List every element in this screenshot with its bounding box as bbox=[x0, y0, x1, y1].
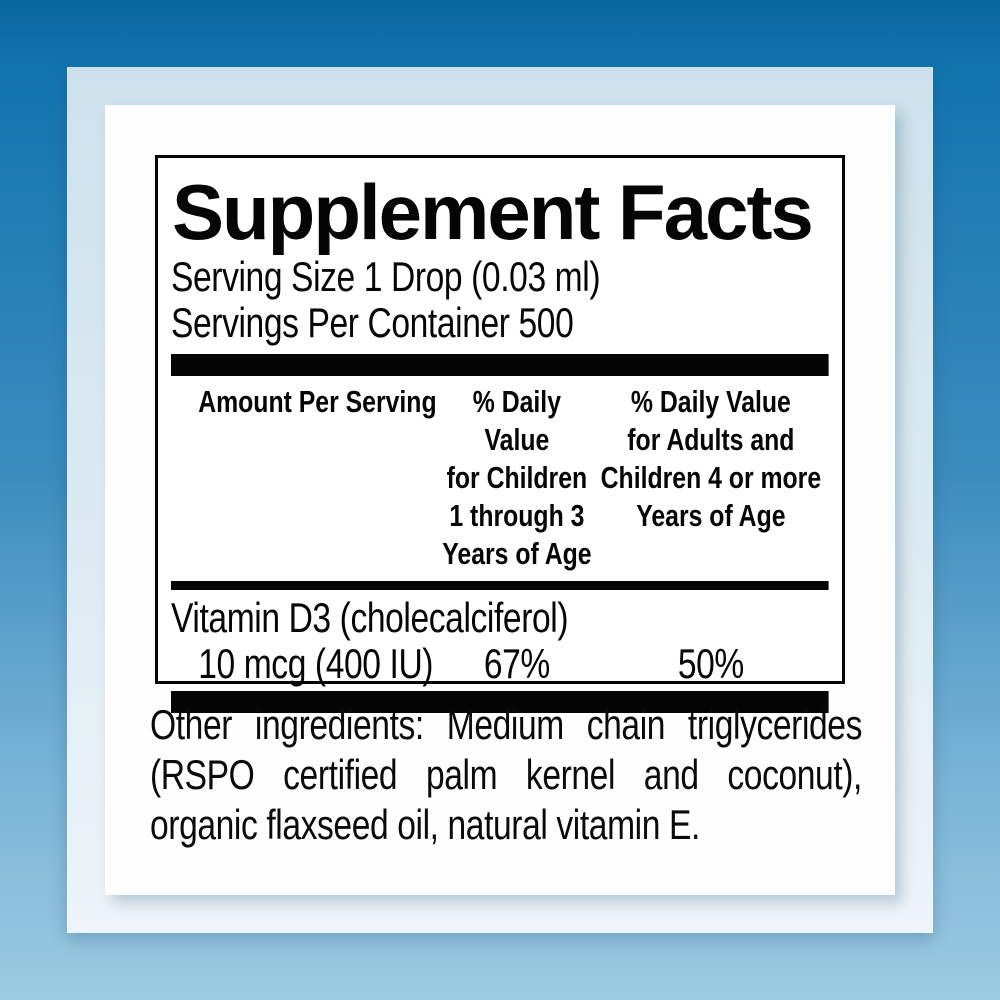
servings-per-container-text: Servings Per Container 500 bbox=[171, 299, 574, 346]
other-ingredients-paragraph: Other ingredients: Medium chain triglyce… bbox=[150, 700, 862, 850]
nutrient-adults-dv: 50% bbox=[677, 640, 744, 687]
column-header-row: Amount Per Serving % Daily Value for Chi… bbox=[171, 376, 829, 581]
nutrient-name: Vitamin D3 (cholecalciferol) bbox=[171, 594, 569, 641]
column-header-adults-dv: % Daily Value for Adults and Children 4 … bbox=[600, 384, 822, 533]
column-header-children-dv: % Daily Value for Children 1 through 3 Y… bbox=[442, 384, 592, 571]
divider-bar-top bbox=[171, 354, 829, 376]
other-ingredients-line-3: organic flaxseed oil, natural vitamin E. bbox=[150, 801, 700, 848]
other-ingredients-line-1: Other ingredients: Medium chain triglyce… bbox=[150, 701, 862, 748]
supplement-facts-title: Supplement Facts bbox=[172, 168, 814, 256]
label-panel: Supplement Facts Serving Size 1 Drop (0.… bbox=[105, 105, 895, 895]
column-header-amount: Amount Per Serving bbox=[198, 384, 437, 419]
other-ingredients-line-2: (RSPO certified palm kernel and coconut)… bbox=[150, 751, 862, 798]
serving-size-text: Serving Size 1 Drop (0.03 ml) bbox=[171, 253, 601, 300]
facts-body: Serving Size 1 Drop (0.03 ml) Servings P… bbox=[171, 254, 829, 713]
divider-bar-bottom bbox=[171, 691, 829, 713]
nutrient-amount: 10 mcg (400 IU) bbox=[198, 640, 434, 687]
nutrient-value-row: 10 mcg (400 IU) 67% 50% bbox=[171, 641, 829, 687]
label-card-frame: Supplement Facts Serving Size 1 Drop (0.… bbox=[67, 67, 933, 933]
divider-bar-middle bbox=[171, 581, 829, 590]
nutrient-children-dv: 67% bbox=[483, 640, 550, 687]
supplement-facts-box: Supplement Facts Serving Size 1 Drop (0.… bbox=[155, 155, 845, 713]
